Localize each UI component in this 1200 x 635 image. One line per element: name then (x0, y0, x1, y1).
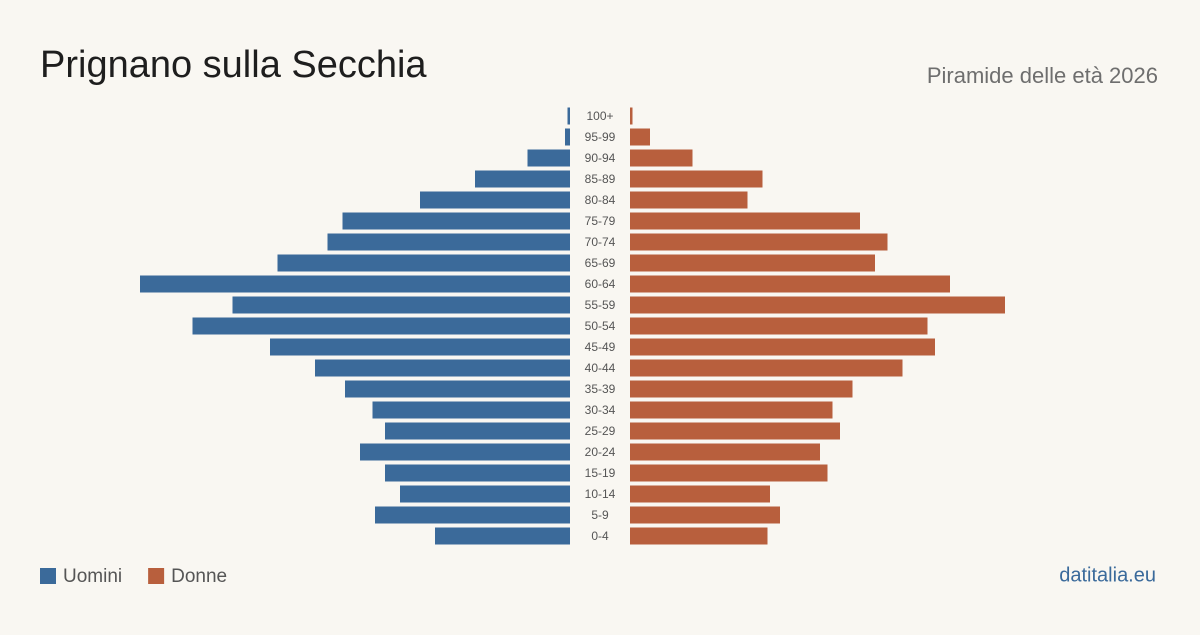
bar (630, 443, 820, 461)
bar (565, 128, 570, 146)
legend-swatch (40, 568, 56, 584)
bar (372, 401, 570, 419)
legend-label: Donne (171, 566, 227, 587)
chart-subtitle: Piramide delle età 2026 (927, 63, 1158, 88)
bar (400, 485, 570, 503)
bar (140, 275, 570, 293)
age-label: 0-4 (591, 529, 609, 543)
bar (630, 338, 935, 356)
bar (630, 380, 853, 398)
bar (630, 191, 748, 209)
bar (527, 149, 570, 167)
bar (375, 506, 570, 524)
age-label: 20-24 (585, 445, 616, 459)
chart-title: Prignano sulla Secchia (40, 44, 427, 86)
bar (630, 275, 950, 293)
bar (630, 359, 903, 377)
age-label: 95-99 (585, 130, 616, 144)
bar (385, 422, 570, 440)
bar (385, 464, 570, 482)
bar (420, 191, 570, 209)
age-label: 5-9 (591, 508, 609, 522)
age-label: 10-14 (585, 487, 616, 501)
age-label: 40-44 (585, 361, 616, 375)
bar (270, 338, 570, 356)
bar (475, 170, 570, 188)
bar (630, 296, 1005, 314)
bar (630, 527, 768, 545)
bar (630, 506, 780, 524)
age-label: 30-34 (585, 403, 616, 417)
age-label: 75-79 (585, 214, 616, 228)
age-label: 50-54 (585, 319, 616, 333)
bar (630, 128, 650, 146)
age-label: 55-59 (585, 298, 616, 312)
age-label: 65-69 (585, 256, 616, 270)
age-label: 90-94 (585, 151, 616, 165)
bar (360, 443, 570, 461)
bar (630, 212, 860, 230)
bar (630, 170, 763, 188)
bar (630, 485, 770, 503)
bar (630, 233, 888, 251)
bar (630, 149, 693, 167)
bar (630, 107, 633, 125)
bar (277, 254, 570, 272)
age-label: 15-19 (585, 466, 616, 480)
legend-swatch (148, 568, 165, 584)
source: datitalia.eu (1059, 564, 1156, 586)
bar (630, 401, 833, 419)
age-label: 45-49 (585, 340, 616, 354)
age-label: 85-89 (585, 172, 616, 186)
age-label: 100+ (586, 109, 613, 123)
age-label: 25-29 (585, 424, 616, 438)
bar (630, 422, 840, 440)
bar (567, 107, 570, 125)
bar (327, 233, 570, 251)
bar (315, 359, 570, 377)
age-label: 60-64 (585, 277, 616, 291)
legend-label: Uomini (63, 566, 122, 587)
bar (232, 296, 570, 314)
bar (435, 527, 570, 545)
bar (342, 212, 570, 230)
bar (345, 380, 570, 398)
bar (630, 254, 875, 272)
bar (630, 464, 828, 482)
age-label: 35-39 (585, 382, 616, 396)
age-label: 80-84 (585, 193, 616, 207)
bar (192, 317, 570, 335)
bar (630, 317, 928, 335)
age-label: 70-74 (585, 235, 616, 249)
